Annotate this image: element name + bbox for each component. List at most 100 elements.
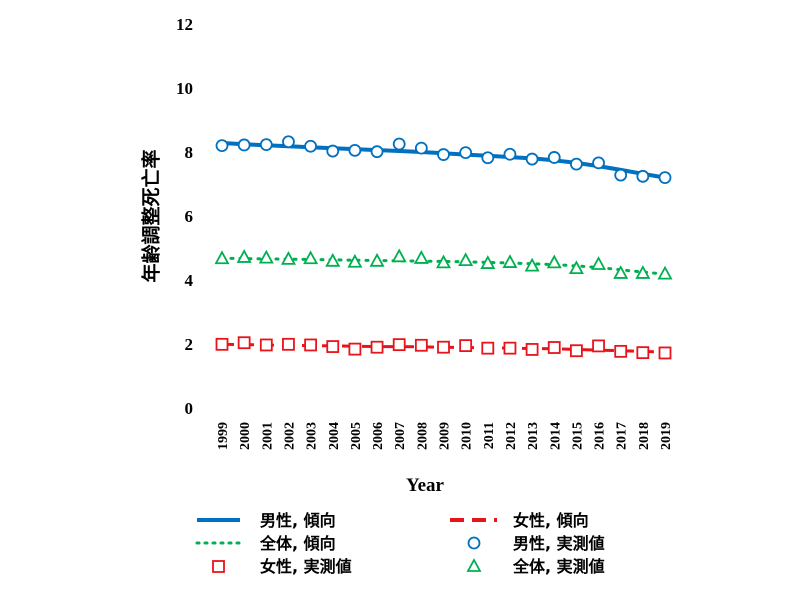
x-tick-label: 2003 <box>305 422 320 450</box>
data-point-triangle <box>347 253 363 268</box>
data-point-triangle <box>502 254 518 268</box>
data-point-square <box>592 339 605 353</box>
legend-item-overall-observed: 全体, 実測値 <box>466 557 605 576</box>
data-point-circle <box>570 157 583 171</box>
data-point-square <box>326 340 340 353</box>
data-point-circle <box>547 151 561 164</box>
data-point-circle <box>259 138 273 152</box>
x-tick-label: 2001 <box>260 422 275 450</box>
observed-markers <box>214 135 673 360</box>
data-point-square <box>304 338 318 352</box>
data-point-square <box>570 344 583 358</box>
data-point-triangle <box>635 265 651 279</box>
x-tick-label: 2009 <box>438 422 453 450</box>
data-point-square <box>370 340 384 354</box>
data-point-circle <box>392 137 406 151</box>
x-tick-label: 2008 <box>415 422 430 450</box>
data-point-triangle <box>303 250 319 265</box>
data-point-triangle <box>435 254 452 269</box>
legend-item-male-observed: 男性, 実測値 <box>467 534 605 553</box>
legend-item-overall-trend: 全体, 傾向 <box>195 534 336 553</box>
legend-label: 女性, 実測値 <box>260 557 352 576</box>
legend-item-female-trend: 女性, 傾向 <box>450 511 589 530</box>
x-tick-label: 2005 <box>349 422 364 450</box>
data-point-circle <box>414 141 428 155</box>
data-point-triangle <box>214 250 230 265</box>
data-point-triangle <box>236 249 252 263</box>
x-tick-label: 2015 <box>570 422 585 450</box>
data-point-circle <box>658 171 672 185</box>
y-tick-label: 2 <box>185 335 194 354</box>
data-point-circle <box>592 156 605 170</box>
data-point-square <box>282 337 295 351</box>
data-point-square <box>259 338 273 352</box>
legend-label: 男性, 傾向 <box>260 511 336 530</box>
data-point-circle <box>459 146 473 160</box>
trend-lines <box>220 141 667 354</box>
data-point-circle <box>636 169 650 183</box>
y-tick-label: 0 <box>185 399 194 418</box>
data-point-circle <box>525 152 539 166</box>
data-point-triangle <box>325 252 341 267</box>
x-axis-title: Year <box>406 475 445 496</box>
data-point-triangle <box>369 252 385 267</box>
data-point-circle <box>614 168 628 182</box>
data-point-circle <box>348 143 362 157</box>
y-tick-label: 8 <box>185 143 194 162</box>
x-tick-label: 2006 <box>371 422 386 450</box>
data-point-circle <box>503 147 517 161</box>
data-point-square <box>348 342 362 356</box>
legend-label: 男性, 実測値 <box>513 534 605 553</box>
data-point-square <box>392 338 406 352</box>
data-point-circle <box>282 135 295 149</box>
legend-label: 女性, 傾向 <box>513 511 589 530</box>
data-point-circle <box>437 148 450 161</box>
data-point-square <box>414 338 428 352</box>
data-point-triangle <box>568 260 584 275</box>
data-point-circle <box>370 145 384 159</box>
y-tick-label: 4 <box>185 271 194 290</box>
x-tick-label: 2010 <box>460 422 475 450</box>
data-point-circle <box>481 151 495 165</box>
data-point-circle <box>304 139 318 153</box>
y-axis-title: 年齢調整死亡率 <box>140 149 163 282</box>
x-tick-label: 2012 <box>504 422 519 450</box>
x-tick-label: 2002 <box>282 422 297 450</box>
x-tick-label: 2000 <box>238 422 253 450</box>
data-point-triangle <box>413 250 429 264</box>
data-point-triangle <box>613 265 629 279</box>
data-point-circle <box>237 138 251 152</box>
data-point-triangle <box>480 255 496 269</box>
legend-label: 全体, 傾向 <box>259 534 336 553</box>
data-point-circle <box>326 144 340 158</box>
data-point-triangle <box>258 249 274 264</box>
x-tick-label: 2011 <box>482 422 497 449</box>
y-tick-label: 6 <box>185 207 194 226</box>
data-point-triangle <box>458 252 474 267</box>
legend-item-female-observed: 女性, 実測値 <box>212 557 352 576</box>
x-tick-label: 2013 <box>526 422 541 450</box>
data-point-square <box>459 339 473 353</box>
data-point-square <box>503 341 517 355</box>
data-point-triangle <box>591 256 607 270</box>
data-point-triangle <box>524 257 540 272</box>
x-tick-label: 2007 <box>393 422 408 450</box>
trend-line <box>220 256 667 276</box>
x-tick-label: 1999 <box>216 422 231 450</box>
legend-label: 全体, 実測値 <box>512 557 605 576</box>
data-point-square <box>658 346 672 360</box>
x-tick-label: 2017 <box>615 422 630 450</box>
x-tick-label: 2014 <box>548 422 563 450</box>
data-point-square <box>437 340 450 354</box>
data-point-square <box>525 343 539 356</box>
legend: 男性, 傾向 女性, 傾向 全体, 傾向 男性, 実測値 女性, 実測値 全体,… <box>195 511 605 576</box>
x-tick-label: 2016 <box>593 422 608 450</box>
x-tick-label: 2019 <box>659 422 674 450</box>
data-point-square <box>481 341 495 355</box>
x-tick-labels: 1999 2000 2001 2002 2003 2004 2005 2006 2007 2008… <box>216 422 674 450</box>
legend-item-male-trend: 男性, 傾向 <box>197 511 336 530</box>
data-point-square <box>547 341 561 354</box>
y-tick-label: 12 <box>176 15 193 34</box>
x-tick-label: 2004 <box>327 422 342 450</box>
